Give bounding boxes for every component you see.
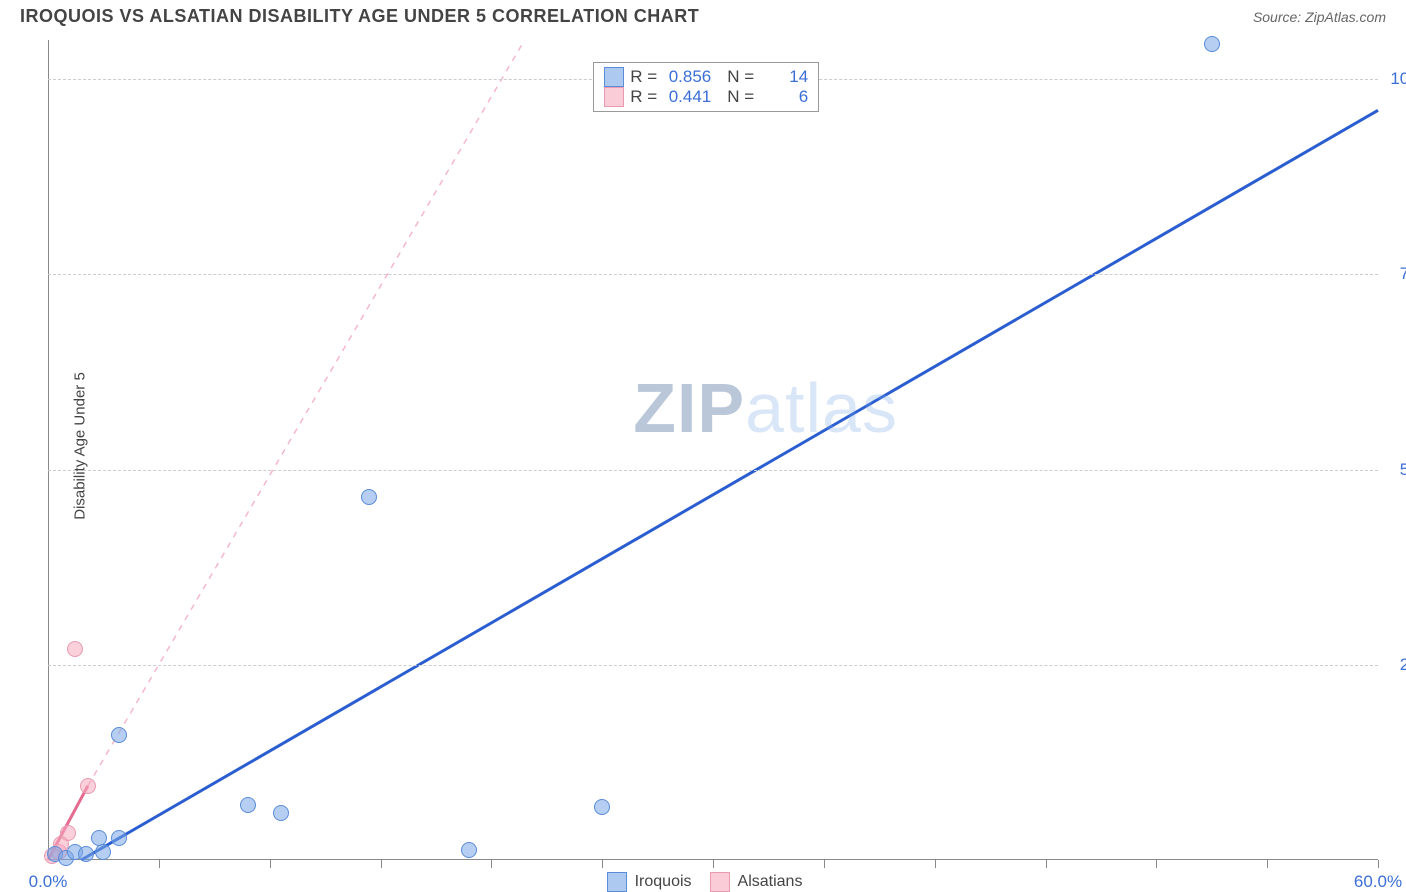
data-point [1204,36,1220,52]
data-point [95,844,111,860]
x-tick [713,860,714,868]
grid-line [48,470,1378,471]
page-title: IROQUOIS VS ALSATIAN DISABILITY AGE UNDE… [20,6,699,27]
x-tick [935,860,936,868]
legend-label: Alsatians [738,873,803,891]
x-tick [602,860,603,868]
trend-lines-layer [48,40,1378,860]
x-tick-label: 60.0% [1354,872,1402,892]
data-point [240,797,256,813]
source-label: Source: ZipAtlas.com [1253,9,1386,25]
data-point [60,825,76,841]
x-tick [270,860,271,868]
legend-label: Iroquois [635,873,692,891]
data-point [78,846,94,862]
x-tick [1378,860,1379,868]
data-point [361,489,377,505]
grid-line [48,274,1378,275]
data-point [111,830,127,846]
legend-swatch [604,87,624,107]
x-tick [1156,860,1157,868]
data-point [80,778,96,794]
correlation-legend: R =0.856 N =14 R =0.441 N =6 [593,62,819,112]
x-tick [824,860,825,868]
data-point [594,799,610,815]
chart-area: ZIPatlas 25.0%50.0%75.0%100.0%0.0%60.0% … [48,40,1378,860]
legend-swatch [607,872,627,892]
x-tick [1046,860,1047,868]
data-point [461,842,477,858]
x-tick [381,860,382,868]
legend-swatch [710,872,730,892]
data-point [67,641,83,657]
x-tick-label: 0.0% [29,872,68,892]
x-tick [1267,860,1268,868]
x-tick [491,860,492,868]
x-tick [159,860,160,868]
y-tick-label: 100.0% [1390,69,1406,89]
grid-line [48,665,1378,666]
y-tick-label: 75.0% [1400,264,1406,284]
series-legend: Iroquois Alsatians [607,872,803,892]
y-tick-label: 50.0% [1400,460,1406,480]
data-point [273,805,289,821]
y-tick-label: 25.0% [1400,655,1406,675]
legend-swatch [604,67,624,87]
data-point [111,727,127,743]
